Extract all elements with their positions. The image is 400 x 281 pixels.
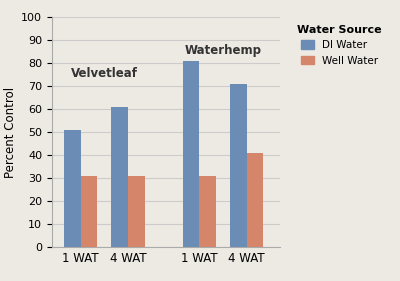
Text: Waterhemp: Waterhemp bbox=[184, 44, 262, 57]
Text: Velvetleaf: Velvetleaf bbox=[71, 67, 138, 80]
Bar bbox=[199, 176, 216, 247]
Bar bbox=[128, 176, 145, 247]
Bar bbox=[80, 176, 97, 247]
Bar bbox=[111, 107, 128, 247]
Bar bbox=[64, 130, 80, 247]
Bar bbox=[230, 84, 247, 247]
Bar bbox=[247, 153, 263, 247]
Y-axis label: Percent Control: Percent Control bbox=[4, 87, 17, 178]
Bar bbox=[183, 61, 199, 247]
Legend: DI Water, Well Water: DI Water, Well Water bbox=[294, 22, 385, 69]
